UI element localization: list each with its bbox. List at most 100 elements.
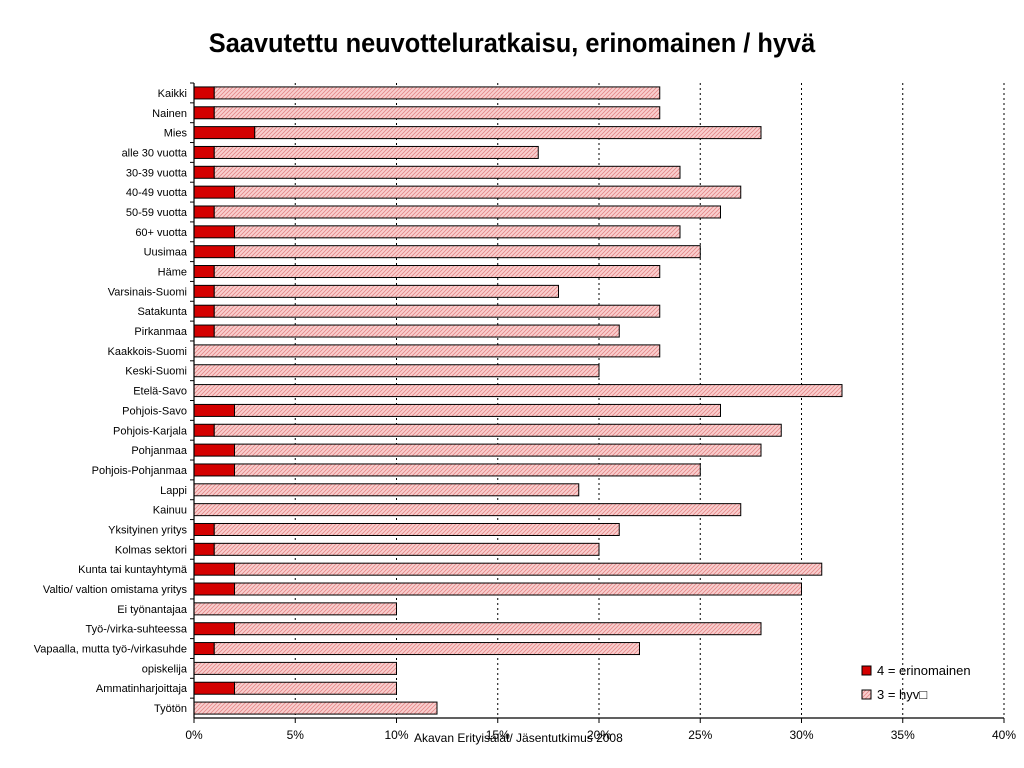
bar-segment-erinomainen bbox=[193, 284, 215, 298]
bar-segment-erinomainen bbox=[193, 304, 215, 318]
legend: 4 = erinomainen 3 = hyv□ bbox=[861, 663, 971, 702]
category-label: Keski-Suomi bbox=[125, 366, 187, 378]
bar-segment-hyva bbox=[193, 661, 397, 675]
bar-segment-hyva bbox=[213, 205, 721, 219]
bar-segment-erinomainen bbox=[193, 642, 215, 656]
legend-label-erinomainen: 4 = erinomainen bbox=[877, 663, 971, 678]
bar-segment-erinomainen bbox=[193, 403, 235, 417]
bar-segment-hyva bbox=[234, 582, 802, 596]
bar-segment-hyva bbox=[213, 145, 539, 159]
x-tick-label: 30% bbox=[789, 728, 813, 742]
category-label: Valtio/ valtion omistama yritys bbox=[43, 584, 188, 596]
bar-segment-erinomainen bbox=[193, 582, 235, 596]
bar-segment-erinomainen bbox=[193, 562, 235, 576]
bar-segment-hyva bbox=[234, 225, 681, 239]
category-label: Uusimaa bbox=[144, 247, 188, 259]
bar-segment-hyva bbox=[213, 542, 600, 556]
category-label: Ammatinharjoittaja bbox=[96, 683, 188, 695]
bar-segment-hyva bbox=[193, 483, 580, 497]
bar-segment-hyva bbox=[234, 185, 742, 199]
source-note: Akavan Erityisalat/ Jäsentutkimus 2008 bbox=[414, 731, 623, 745]
bar-segment-erinomainen bbox=[193, 245, 235, 259]
bar-segment-hyva bbox=[213, 304, 661, 318]
category-label: Työtön bbox=[154, 703, 187, 715]
bar-segment-hyva bbox=[193, 701, 438, 715]
category-label: Ei työnantajaa bbox=[117, 604, 188, 616]
chart-title: Saavutettu neuvotteluratkaisu, erinomain… bbox=[208, 28, 816, 58]
category-labels: Kaikki Nainen Mies alle 30 vuotta 30-39 vuot… bbox=[34, 88, 188, 715]
bar-segment-hyva bbox=[234, 562, 823, 576]
bar-segment-hyva bbox=[193, 384, 843, 398]
category-label: Työ-/virka-suhteessa bbox=[86, 624, 188, 636]
bar-segment-erinomainen bbox=[193, 324, 215, 338]
category-label: Nainen bbox=[152, 108, 187, 120]
category-label: Etelä-Savo bbox=[133, 386, 187, 398]
bar-segment-erinomainen bbox=[193, 106, 215, 120]
legend-label-hyva: 3 = hyv□ bbox=[877, 687, 927, 702]
category-label: Varsinais-Suomi bbox=[108, 286, 187, 298]
bar-segment-hyva bbox=[213, 165, 681, 179]
category-label: Pohjois-Karjala bbox=[113, 425, 188, 437]
x-tick-label: 0% bbox=[185, 728, 203, 742]
category-label: 30-39 vuotta bbox=[126, 167, 188, 179]
bar-segment-erinomainen bbox=[193, 542, 215, 556]
bar-segment-hyva bbox=[213, 106, 661, 120]
bar-segment-erinomainen bbox=[193, 205, 215, 219]
category-label: Lappi bbox=[160, 485, 187, 497]
category-label: Häme bbox=[158, 267, 187, 279]
bar-segment-hyva bbox=[213, 265, 661, 279]
category-label: Pohjois-Pohjanmaa bbox=[92, 465, 188, 477]
bar-segment-erinomainen bbox=[193, 86, 215, 100]
category-label: 50-59 vuotta bbox=[126, 207, 188, 219]
category-label: Kunta tai kuntayhtymä bbox=[78, 564, 188, 576]
legend-swatch-erinomainen bbox=[861, 665, 872, 676]
x-tick-label: 40% bbox=[992, 728, 1016, 742]
category-label: Pohjois-Savo bbox=[122, 405, 187, 417]
bar-segment-erinomainen bbox=[193, 126, 256, 140]
bar-segment-hyva bbox=[234, 443, 762, 457]
bar-segment-hyva bbox=[234, 681, 397, 695]
bar-segment-erinomainen bbox=[193, 423, 215, 437]
legend-swatch-hyva bbox=[861, 689, 872, 700]
bar-segment-erinomainen bbox=[193, 681, 235, 695]
bar-segment-erinomainen bbox=[193, 145, 215, 159]
x-tick-label: 20% bbox=[587, 728, 611, 742]
axes bbox=[190, 82, 1005, 723]
x-tick-label: 15% bbox=[486, 728, 510, 742]
bar-segment-hyva bbox=[213, 642, 640, 656]
bar-segment-hyva bbox=[234, 245, 701, 259]
bar-segment-hyva bbox=[193, 364, 600, 378]
category-label: alle 30 vuotta bbox=[122, 147, 188, 159]
bar-segment-erinomainen bbox=[193, 265, 215, 279]
bar-segment-hyva bbox=[234, 622, 762, 636]
bar-segment-erinomainen bbox=[193, 165, 215, 179]
category-label: Pohjanmaa bbox=[131, 445, 188, 457]
bar-segment-hyva bbox=[213, 423, 782, 437]
bar-segment-erinomainen bbox=[193, 522, 215, 536]
bar-segment-hyva bbox=[193, 344, 661, 358]
bar-segment-hyva bbox=[234, 403, 721, 417]
bar-segment-hyva bbox=[193, 602, 397, 616]
bar-segment-hyva bbox=[193, 503, 742, 517]
category-label: Kaikki bbox=[158, 88, 187, 100]
bar-segment-hyva bbox=[213, 324, 620, 338]
category-label: 60+ vuotta bbox=[135, 227, 188, 239]
bar-segment-erinomainen bbox=[193, 185, 235, 199]
x-tick-label: 35% bbox=[891, 728, 915, 742]
category-label: Satakunta bbox=[137, 306, 187, 318]
category-label: Yksityinen yritys bbox=[108, 524, 187, 536]
bar-segment-hyva bbox=[213, 86, 661, 100]
bar-segment-hyva bbox=[213, 284, 559, 298]
category-label: Pirkanmaa bbox=[134, 326, 187, 338]
bar-segment-hyva bbox=[254, 126, 762, 140]
category-label: Kaakkois-Suomi bbox=[108, 346, 187, 358]
bar-segment-erinomainen bbox=[193, 443, 235, 457]
category-label: Mies bbox=[164, 128, 188, 140]
category-label: Vapaalla, mutta työ-/virkasuhde bbox=[34, 644, 187, 656]
bar-segment-hyva bbox=[213, 522, 620, 536]
bar-segment-hyva bbox=[234, 463, 701, 477]
x-tick-label: 5% bbox=[287, 728, 305, 742]
category-label: 40-49 vuotta bbox=[126, 187, 188, 199]
bars bbox=[193, 86, 843, 715]
